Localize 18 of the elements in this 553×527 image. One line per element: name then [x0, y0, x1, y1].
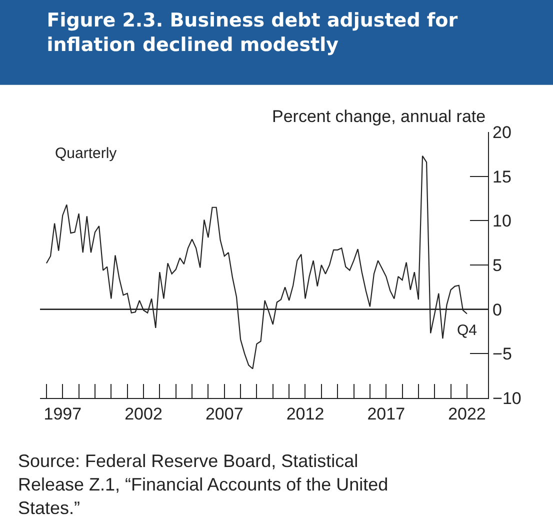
x-tick-label: 2012: [286, 404, 324, 424]
y-tick-label: 5: [492, 256, 502, 275]
x-tick-label: 2022: [448, 404, 486, 424]
y-tick-label: 15: [492, 167, 512, 186]
x-tick-label: 2002: [124, 404, 162, 424]
chart-title: Figure 2.3. Business debt adjusted for inflation declined modestly: [46, 9, 458, 56]
y-axis-title: Percent change, annual rate: [272, 107, 486, 126]
x-tick-label: 1997: [44, 404, 82, 424]
x-tick-label: 2017: [367, 404, 406, 424]
y-tick-label: −10: [492, 388, 522, 408]
y-tick-label: −5: [492, 344, 512, 364]
source-note: Source: Federal Reserve Board, Statistical Release Z.1, “Financial Accounts of the United States.”: [18, 451, 388, 518]
y-tick-label: 20: [492, 122, 512, 142]
y-tick-label: 10: [492, 212, 512, 231]
x-tick-label: 2007: [205, 404, 244, 424]
annotation: Quarterly: [55, 145, 118, 162]
annotation: Q4: [457, 322, 478, 339]
y-tick-label: 0: [492, 300, 502, 320]
